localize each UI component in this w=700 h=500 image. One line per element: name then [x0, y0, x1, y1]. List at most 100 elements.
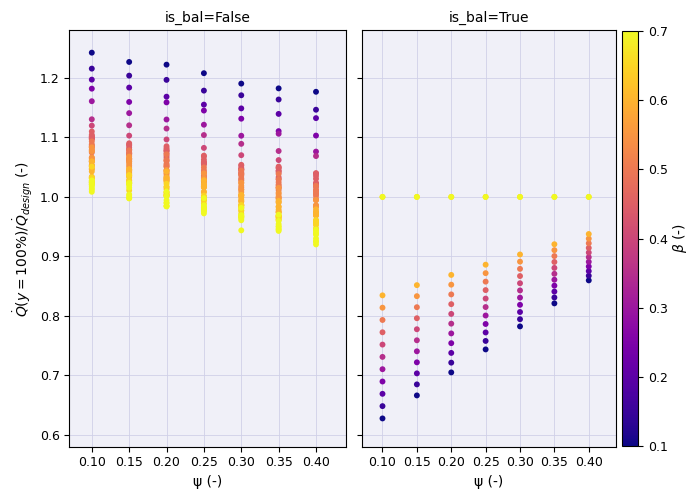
Point — [124, 182, 135, 190]
Point — [236, 166, 247, 174]
Point — [236, 196, 247, 204]
Point — [310, 226, 321, 234]
Point — [198, 178, 209, 186]
Point — [273, 198, 284, 206]
Point — [161, 116, 172, 124]
Point — [124, 154, 135, 162]
Point — [86, 188, 97, 196]
Point — [198, 69, 209, 77]
Point — [412, 370, 423, 378]
Point — [236, 179, 247, 187]
Point — [412, 193, 423, 201]
Point — [198, 174, 209, 182]
Point — [310, 230, 321, 237]
Point — [124, 179, 135, 187]
Point — [412, 193, 423, 201]
Point — [514, 286, 526, 294]
Point — [273, 212, 284, 220]
Point — [236, 161, 247, 169]
Point — [273, 198, 284, 206]
Point — [198, 131, 209, 139]
Point — [198, 160, 209, 168]
Point — [198, 160, 209, 168]
Point — [310, 169, 321, 177]
Point — [86, 128, 97, 136]
Point — [377, 304, 388, 312]
Point — [124, 155, 135, 163]
Point — [549, 193, 560, 201]
Y-axis label: $\beta$ (-): $\beta$ (-) — [671, 224, 689, 254]
Point — [86, 76, 97, 84]
Point — [198, 120, 209, 128]
Point — [236, 202, 247, 210]
Point — [273, 164, 284, 172]
Point — [310, 88, 321, 96]
Point — [273, 222, 284, 230]
Point — [86, 116, 97, 124]
Point — [236, 212, 247, 220]
Point — [377, 390, 388, 398]
Point — [310, 216, 321, 224]
Point — [273, 184, 284, 192]
Point — [377, 402, 388, 410]
Point — [236, 172, 247, 179]
Point — [198, 184, 209, 192]
Point — [86, 146, 97, 154]
Point — [124, 146, 135, 154]
Point — [236, 197, 247, 205]
Point — [480, 260, 491, 268]
Point — [514, 265, 526, 273]
Point — [86, 178, 97, 186]
Point — [310, 202, 321, 210]
Point — [86, 158, 97, 166]
Point — [161, 196, 172, 204]
Point — [514, 301, 526, 309]
Point — [310, 224, 321, 232]
Point — [480, 328, 491, 336]
Point — [446, 271, 457, 279]
Point — [124, 148, 135, 156]
Point — [236, 198, 247, 205]
Point — [310, 152, 321, 160]
Point — [446, 310, 457, 318]
Point — [310, 180, 321, 188]
Point — [310, 209, 321, 217]
Point — [161, 174, 172, 182]
Point — [273, 164, 284, 172]
Point — [161, 147, 172, 155]
Point — [236, 174, 247, 182]
Point — [198, 106, 209, 114]
Point — [273, 194, 284, 202]
Point — [236, 194, 247, 202]
Point — [310, 196, 321, 204]
Point — [198, 173, 209, 181]
Point — [310, 186, 321, 194]
Point — [198, 207, 209, 215]
Point — [236, 216, 247, 224]
Point — [86, 154, 97, 162]
Point — [198, 183, 209, 191]
X-axis label: ψ (-): ψ (-) — [475, 475, 504, 489]
Point — [198, 172, 209, 179]
Point — [583, 276, 594, 284]
Point — [86, 144, 97, 152]
Point — [161, 150, 172, 158]
Point — [124, 186, 135, 194]
Point — [124, 58, 135, 66]
Point — [480, 269, 491, 277]
Point — [124, 140, 135, 147]
Point — [514, 294, 526, 302]
Point — [161, 202, 172, 210]
Point — [446, 339, 457, 347]
Point — [124, 194, 135, 202]
Point — [124, 176, 135, 184]
Point — [198, 170, 209, 177]
Point — [124, 163, 135, 171]
Point — [273, 197, 284, 205]
Point — [236, 132, 247, 140]
Point — [124, 158, 135, 166]
Point — [310, 180, 321, 188]
Point — [273, 216, 284, 224]
Point — [310, 221, 321, 229]
Point — [124, 184, 135, 192]
